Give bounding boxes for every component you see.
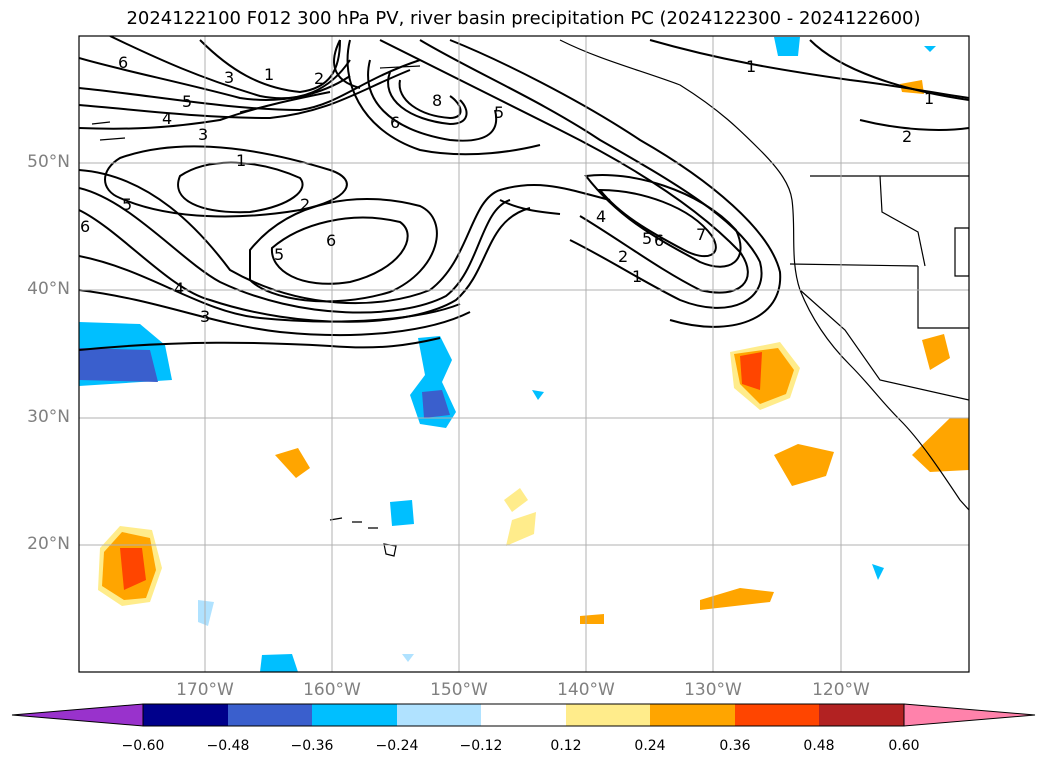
lon-label-120w: 120°W bbox=[812, 680, 870, 700]
contour-label: 6 bbox=[654, 231, 664, 250]
colorbar-tick: −0.36 bbox=[290, 738, 334, 754]
colorbar-segment bbox=[650, 704, 735, 726]
lat-label-20n: 20°N bbox=[27, 534, 70, 554]
contour-label: 3 bbox=[224, 68, 234, 87]
map-title: 2024122100 F012 300 hPa PV, river basin … bbox=[126, 8, 921, 29]
colorbar-min-extension bbox=[11, 703, 144, 727]
contour-label: 5 bbox=[122, 195, 132, 214]
contour-label: 6 bbox=[326, 231, 336, 250]
contour-label: 7 bbox=[696, 225, 706, 244]
colorbar-tick: 0.24 bbox=[634, 738, 666, 754]
contour-label: 1 bbox=[264, 65, 274, 84]
contour-label: 8 bbox=[432, 91, 442, 110]
colorbar-segment bbox=[228, 704, 312, 726]
contour-label: 2 bbox=[902, 127, 912, 146]
hawaii-islands bbox=[329, 517, 397, 557]
lon-label-140w: 140°W bbox=[557, 680, 615, 700]
contour-label: 6 bbox=[390, 113, 400, 132]
colorbar-tick: 0.48 bbox=[803, 738, 835, 754]
colorbar-tick: 0.12 bbox=[550, 738, 582, 754]
contour-label: 5 bbox=[182, 92, 192, 111]
contour-label: 5 bbox=[274, 245, 284, 264]
colorbar-segment bbox=[819, 704, 904, 726]
contour-label: 1 bbox=[236, 151, 246, 170]
colorbar bbox=[11, 703, 1036, 727]
contour-label: 6 bbox=[118, 53, 128, 72]
colorbar-outline bbox=[142, 703, 905, 727]
contour-label: 2 bbox=[314, 69, 324, 88]
contour-label: 1 bbox=[632, 267, 642, 286]
lon-label-150w: 150°W bbox=[430, 680, 488, 700]
colorbar-tick: 0.60 bbox=[888, 738, 920, 754]
precip-positive-fill bbox=[98, 80, 969, 624]
contour-label: 5 bbox=[642, 229, 652, 248]
lat-label-40n: 40°N bbox=[27, 279, 70, 299]
colorbar-segment bbox=[143, 704, 228, 726]
lat-label-30n: 30°N bbox=[27, 407, 70, 427]
lon-label-130w: 130°W bbox=[684, 680, 742, 700]
lon-label-160w: 160°W bbox=[303, 680, 361, 700]
colorbar-tick: −0.48 bbox=[206, 738, 250, 754]
coastlines bbox=[91, 39, 969, 511]
map-gridlines bbox=[79, 36, 969, 672]
contour-label: 5 bbox=[494, 103, 504, 122]
map-background bbox=[79, 36, 969, 672]
contour-label: 1 bbox=[924, 89, 934, 108]
contour-label: 2 bbox=[618, 247, 628, 266]
contour-labels: 6 3 1 2 5 4 3 1 5 6 2 6 5 4 3 6 8 5 4 2 … bbox=[80, 53, 934, 326]
colorbar-tick: −0.24 bbox=[375, 738, 419, 754]
colorbar-segment bbox=[312, 704, 397, 726]
colorbar-tick: −0.12 bbox=[459, 738, 503, 754]
colorbar-max-extension bbox=[903, 703, 1036, 727]
contour-label: 4 bbox=[596, 207, 606, 226]
colorbar-segment bbox=[735, 704, 819, 726]
lon-label-170w: 170°W bbox=[176, 680, 234, 700]
colorbar-segment bbox=[566, 704, 650, 726]
precip-negative-fill bbox=[79, 37, 936, 672]
colorbar-segment bbox=[397, 704, 481, 726]
map-frame bbox=[78, 35, 970, 673]
contour-label: 3 bbox=[198, 125, 208, 144]
contour-label: 4 bbox=[162, 109, 172, 128]
lat-label-50n: 50°N bbox=[27, 152, 70, 172]
colorbar-tick: −0.60 bbox=[121, 738, 165, 754]
contour-label: 2 bbox=[300, 195, 310, 214]
contour-label: 6 bbox=[80, 217, 90, 236]
colorbar-segment bbox=[481, 704, 566, 726]
contour-label: 3 bbox=[200, 307, 210, 326]
pv-contours bbox=[79, 36, 969, 351]
contour-label: 1 bbox=[746, 57, 756, 76]
colorbar-tick: 0.36 bbox=[719, 738, 751, 754]
contour-label: 4 bbox=[174, 279, 184, 298]
